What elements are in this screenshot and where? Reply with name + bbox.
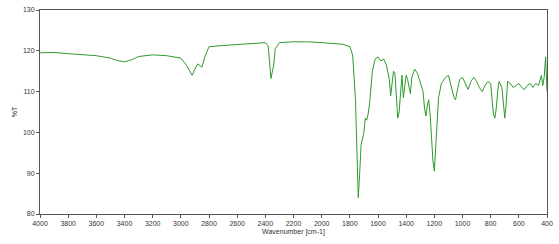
svg-text:2600: 2600 [229, 220, 245, 227]
svg-text:1200: 1200 [427, 220, 443, 227]
svg-text:2800: 2800 [201, 220, 217, 227]
svg-text:Wavenumber [cm-1]: Wavenumber [cm-1] [262, 228, 325, 236]
svg-text:100: 100 [23, 129, 35, 136]
svg-text:2000: 2000 [314, 220, 330, 227]
svg-text:3400: 3400 [117, 220, 133, 227]
svg-text:130: 130 [23, 6, 35, 13]
svg-text:4000: 4000 [32, 220, 48, 227]
svg-text:110: 110 [23, 88, 34, 95]
svg-text:80: 80 [27, 210, 35, 217]
svg-text:3200: 3200 [145, 220, 161, 227]
svg-text:1400: 1400 [398, 220, 414, 227]
svg-text:2400: 2400 [258, 220, 274, 227]
svg-text:400: 400 [541, 220, 553, 227]
svg-text:1600: 1600 [370, 220, 386, 227]
svg-text:90: 90 [27, 170, 35, 177]
svg-text:600: 600 [513, 220, 525, 227]
svg-text:%T: %T [11, 106, 18, 117]
svg-text:1800: 1800 [342, 220, 358, 227]
svg-text:3800: 3800 [60, 220, 76, 227]
svg-text:2200: 2200 [286, 220, 302, 227]
svg-text:800: 800 [485, 220, 497, 227]
svg-text:1000: 1000 [455, 220, 471, 227]
svg-text:3000: 3000 [173, 220, 189, 227]
svg-text:3600: 3600 [89, 220, 105, 227]
svg-text:120: 120 [23, 47, 35, 54]
